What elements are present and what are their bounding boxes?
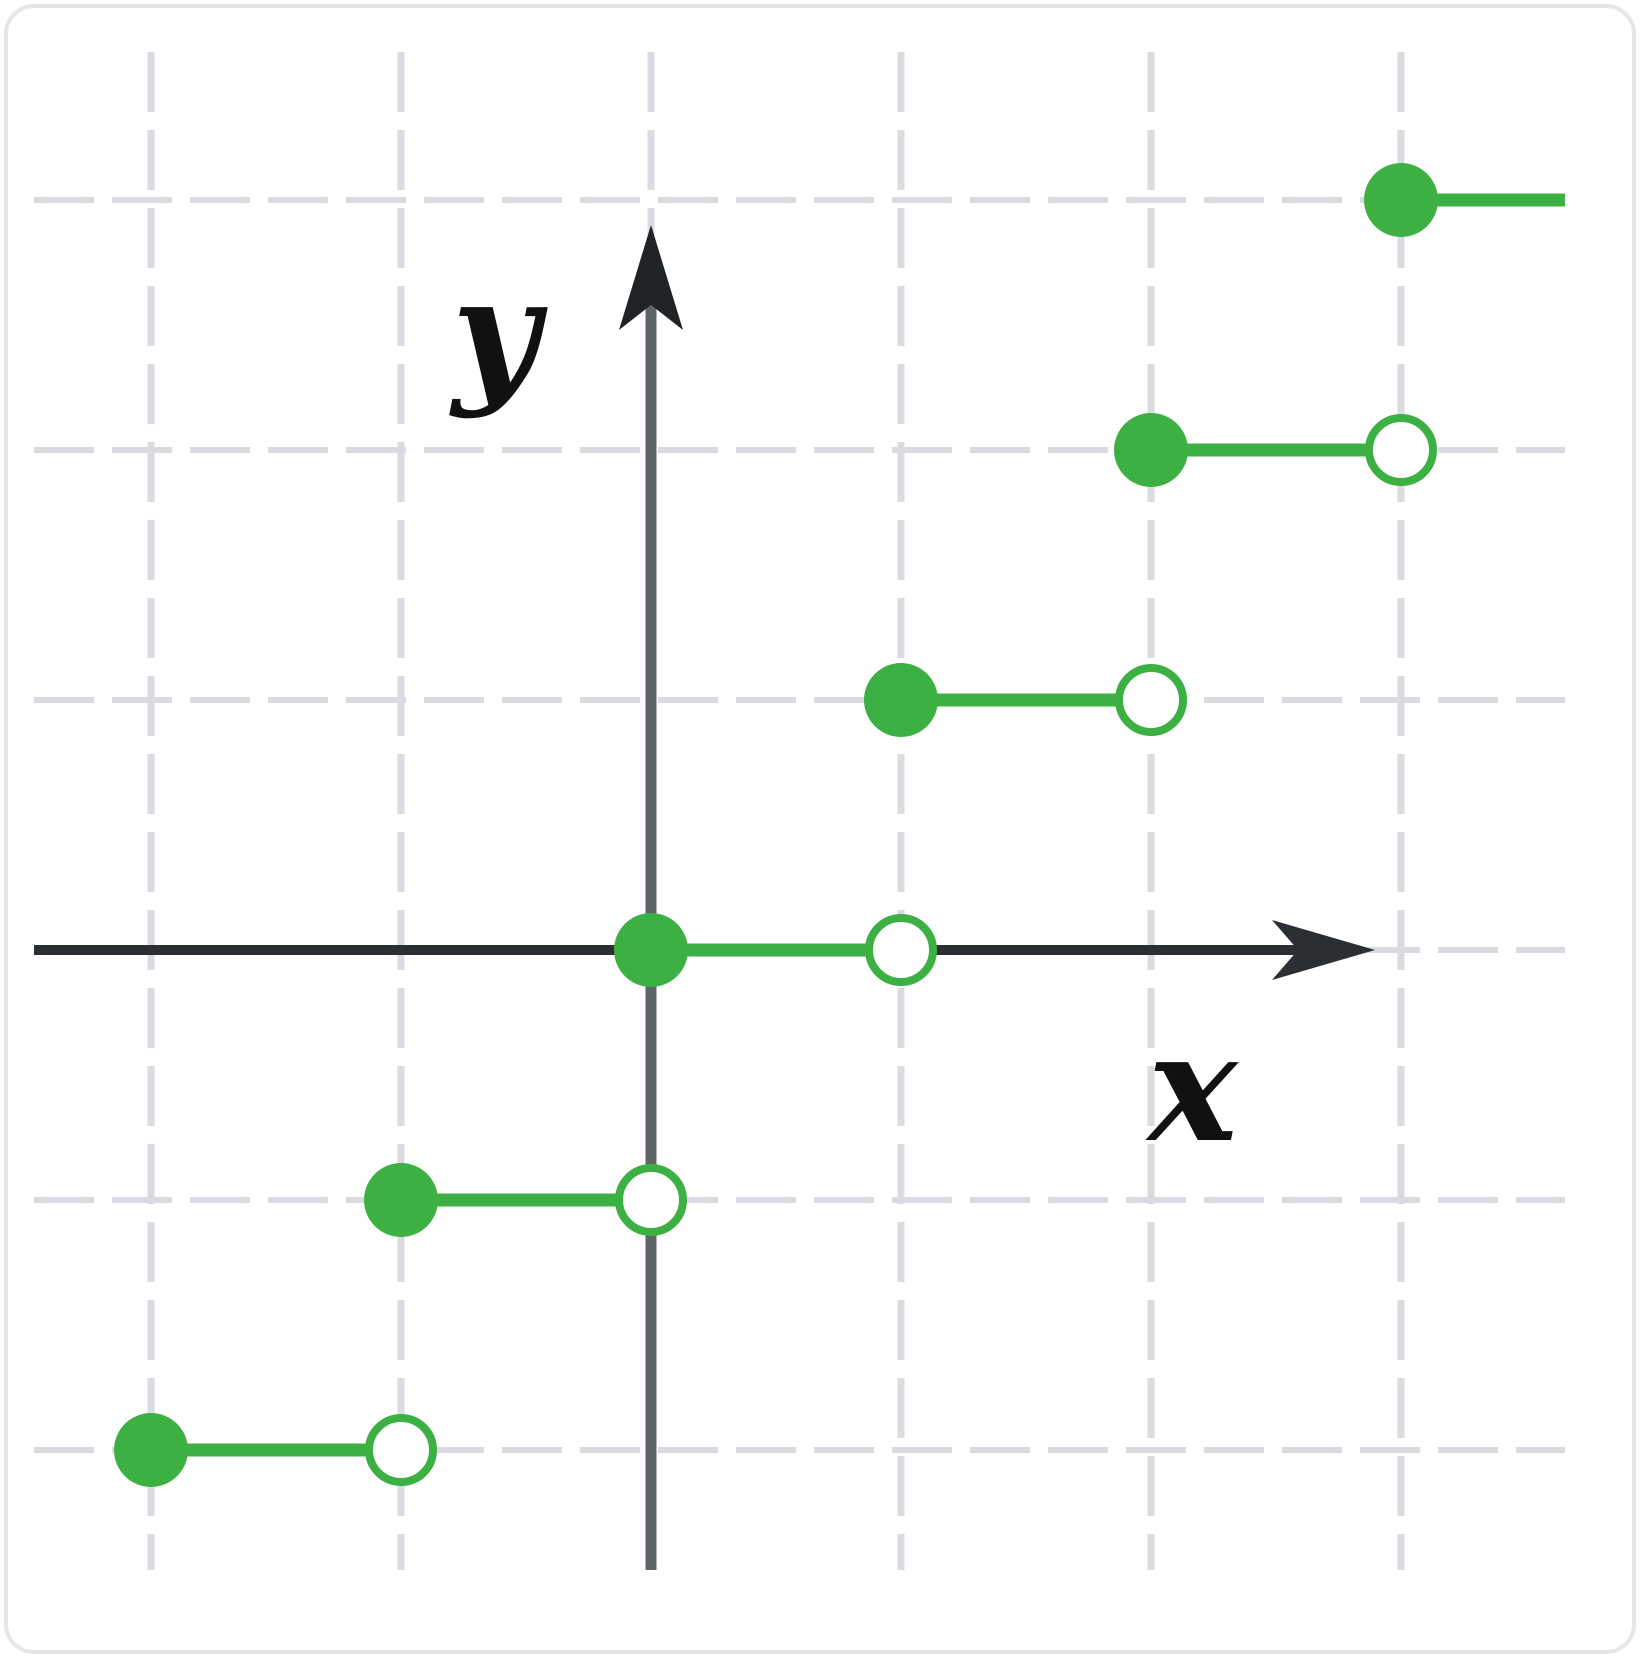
closed-endpoint — [1114, 413, 1188, 487]
y-axis-label: y — [449, 245, 548, 421]
closed-endpoint — [864, 663, 938, 737]
x-axis-arrow — [1272, 920, 1375, 980]
open-endpoint — [1365, 414, 1437, 486]
open-endpoint — [1115, 664, 1187, 736]
open-endpoint — [615, 1164, 687, 1236]
open-endpoint — [365, 1414, 437, 1486]
data-marks — [114, 163, 1565, 1487]
closed-endpoint — [364, 1163, 438, 1237]
x-axis-label: x — [1145, 1000, 1239, 1176]
closed-endpoint — [114, 1413, 188, 1487]
open-endpoint — [865, 914, 937, 986]
chart-frame — [4, 4, 1636, 1654]
y-axis-arrow — [619, 225, 683, 330]
closed-endpoint — [1364, 163, 1438, 237]
closed-endpoint — [614, 913, 688, 987]
grid — [34, 52, 1565, 1570]
